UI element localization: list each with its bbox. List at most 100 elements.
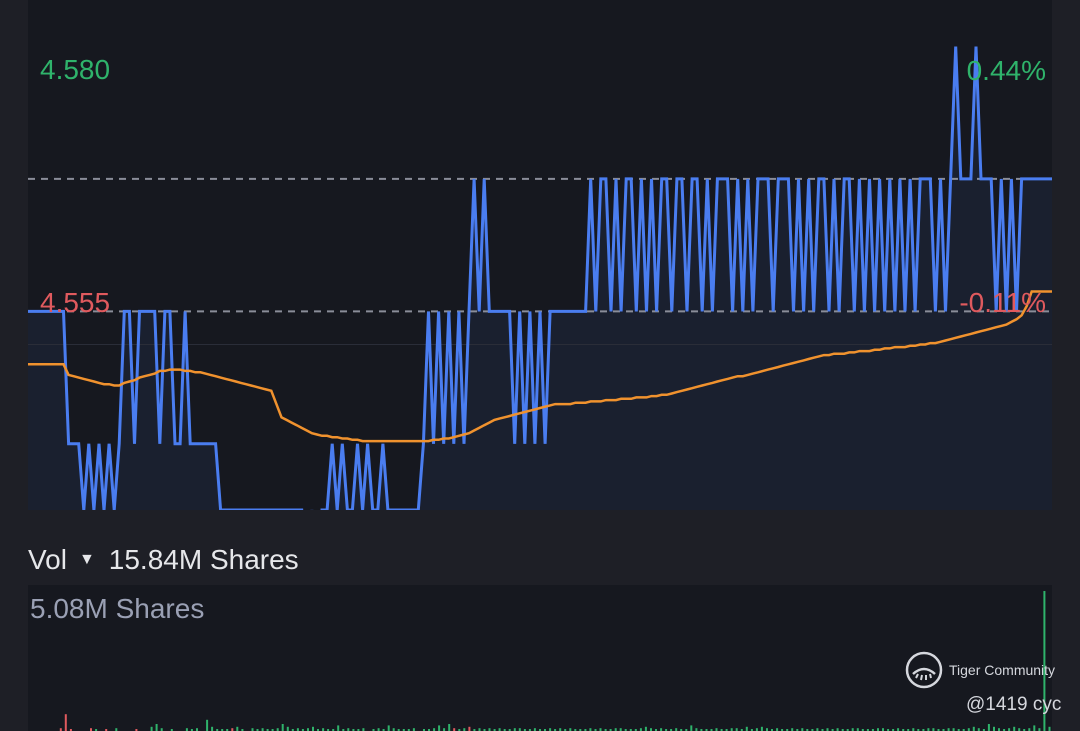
volume-bar <box>952 728 955 731</box>
volume-bar <box>937 729 940 731</box>
volume-bar <box>972 726 975 731</box>
volume-bar <box>594 729 597 731</box>
volume-bar <box>301 729 304 731</box>
volume-bar <box>650 728 652 731</box>
volume-bar <box>513 728 516 731</box>
volume-bar <box>498 728 501 731</box>
volume-bar <box>352 729 355 731</box>
volume-bar <box>276 728 279 731</box>
volume-bar <box>740 729 743 731</box>
volume-bar <box>296 728 299 731</box>
volume-bar <box>675 728 678 731</box>
volume-chart[interactable]: 5.08M Shares <box>28 585 1052 731</box>
volume-bar <box>776 728 779 731</box>
volume-bar <box>196 728 198 731</box>
volume-bar <box>639 728 642 731</box>
volume-bar <box>1018 728 1021 731</box>
price-high-percent: 0.44% <box>966 55 1046 86</box>
volume-bar <box>64 714 67 731</box>
volume-bar <box>745 726 748 731</box>
price-low-percent: -0.11% <box>959 287 1046 318</box>
volume-bar <box>655 729 657 731</box>
watermark: Tiger Community @1419 cyc <box>904 650 1074 730</box>
volume-bar <box>256 729 259 731</box>
volume-bar <box>90 728 92 731</box>
volume-bar <box>942 729 945 731</box>
volume-bar <box>993 726 995 731</box>
volume-bar <box>342 729 345 731</box>
volume-bar <box>927 728 930 731</box>
volume-bar <box>912 728 915 731</box>
volume-bar <box>569 728 572 731</box>
volume-bar <box>518 728 521 731</box>
volume-bar <box>962 729 965 731</box>
volume-bar <box>781 729 784 731</box>
volume-bar <box>473 729 476 731</box>
volume-bar <box>619 728 622 731</box>
caret-down-icon: ▼ <box>78 551 95 568</box>
volume-bar <box>468 726 471 731</box>
volume-bar <box>1028 728 1031 731</box>
volume-bar <box>710 729 713 731</box>
volume-bar <box>533 728 536 731</box>
volume-bar <box>483 729 486 731</box>
volume-bar <box>372 729 375 731</box>
volume-bar <box>433 728 436 731</box>
volume-bar <box>377 728 380 731</box>
volume-bar <box>821 729 824 731</box>
volume-header: Vol ▼ 15.84M Shares <box>28 540 299 580</box>
volume-bar <box>503 729 506 731</box>
volume-indicator-dropdown[interactable]: Vol ▼ <box>28 544 109 576</box>
volume-bar <box>695 728 698 731</box>
volume-bar <box>317 729 319 731</box>
volume-bar <box>387 725 390 731</box>
volume-bar <box>720 729 723 731</box>
volume-bar <box>69 729 72 731</box>
volume-bar <box>266 729 269 731</box>
volume-bar <box>614 728 617 731</box>
volume-bar <box>211 726 214 731</box>
volume-bar <box>786 729 789 731</box>
volume-bar <box>690 725 693 731</box>
volume-bar <box>488 728 491 731</box>
volume-bar <box>766 728 768 731</box>
volume-bar <box>564 729 567 731</box>
volume-bar <box>1023 729 1026 731</box>
volume-bar <box>871 729 874 731</box>
volume-bar <box>312 726 314 731</box>
volume-bar <box>982 729 985 731</box>
volume-bar <box>725 729 728 731</box>
volume-bar <box>735 728 738 731</box>
volume-bar <box>851 728 854 731</box>
volume-bar <box>493 729 496 731</box>
volume-bar <box>826 728 829 731</box>
volume-bar <box>105 729 108 731</box>
volume-bar <box>897 728 900 731</box>
volume-bar <box>115 728 118 731</box>
volume-bar <box>322 728 325 731</box>
price-high-label: 4.580 <box>40 54 111 85</box>
volume-bar <box>856 728 859 731</box>
price-chart[interactable]: 4.580 4.555 0.44% -0.11% <box>28 0 1052 510</box>
volume-bar <box>604 729 607 731</box>
volume-bar <box>892 729 895 731</box>
volume-bar <box>755 728 758 731</box>
volume-bar <box>907 729 910 731</box>
volume-bar <box>887 729 890 731</box>
volume-bar <box>190 729 193 731</box>
volume-bar <box>644 726 647 731</box>
volume-bar <box>685 729 688 731</box>
volume-bar <box>95 729 98 731</box>
volume-bar <box>680 729 683 731</box>
volume-bar <box>291 729 294 731</box>
volume-bar <box>730 728 733 731</box>
volume-bar <box>579 729 582 731</box>
volume-bar <box>760 726 763 731</box>
volume-bar <box>660 728 663 731</box>
volume-bar <box>307 728 309 731</box>
volume-bar <box>932 728 935 731</box>
volume-bar <box>866 729 869 731</box>
volume-bar <box>206 719 209 731</box>
volume-bar <box>705 729 708 731</box>
volume-bar <box>438 725 441 731</box>
